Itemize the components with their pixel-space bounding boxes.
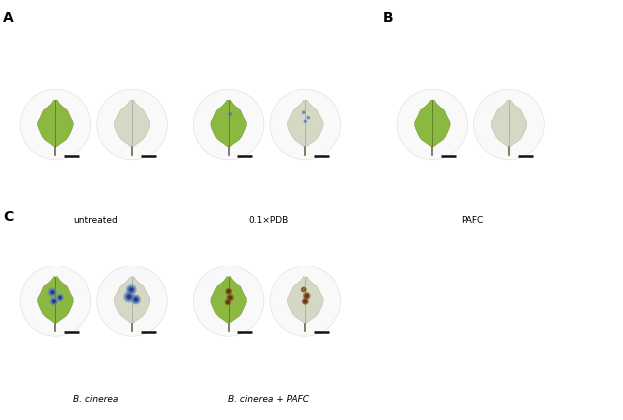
Ellipse shape <box>20 265 91 336</box>
Circle shape <box>303 293 310 299</box>
Text: B. cinerea: B. cinerea <box>72 395 118 404</box>
Ellipse shape <box>193 265 264 336</box>
Circle shape <box>229 296 232 299</box>
Circle shape <box>50 290 55 295</box>
Polygon shape <box>287 100 323 147</box>
Polygon shape <box>37 100 74 147</box>
Circle shape <box>304 300 307 303</box>
Polygon shape <box>211 276 247 323</box>
Text: B: B <box>383 10 394 24</box>
Circle shape <box>128 295 131 298</box>
Circle shape <box>58 296 62 300</box>
Circle shape <box>53 300 55 302</box>
Circle shape <box>302 287 306 292</box>
Ellipse shape <box>20 89 91 160</box>
Circle shape <box>130 288 133 291</box>
Polygon shape <box>114 100 150 147</box>
Circle shape <box>57 294 64 301</box>
Ellipse shape <box>270 265 341 336</box>
Circle shape <box>133 297 139 302</box>
Circle shape <box>227 290 230 293</box>
Circle shape <box>229 113 232 116</box>
Circle shape <box>126 285 136 294</box>
Circle shape <box>307 117 310 119</box>
Circle shape <box>226 289 231 294</box>
Polygon shape <box>287 276 323 323</box>
Circle shape <box>303 299 308 304</box>
Polygon shape <box>211 100 247 147</box>
Ellipse shape <box>97 89 168 160</box>
Ellipse shape <box>397 89 468 160</box>
Circle shape <box>52 299 56 304</box>
Text: PAFC: PAFC <box>461 216 483 225</box>
Circle shape <box>59 297 61 299</box>
Polygon shape <box>114 276 150 323</box>
Circle shape <box>227 301 229 303</box>
Circle shape <box>303 111 305 113</box>
Circle shape <box>126 294 132 300</box>
Circle shape <box>49 288 57 296</box>
Circle shape <box>124 291 134 302</box>
Polygon shape <box>37 276 74 323</box>
Circle shape <box>304 120 307 122</box>
Circle shape <box>128 286 135 293</box>
Ellipse shape <box>97 265 168 336</box>
Text: B. cinerea + PAFC: B. cinerea + PAFC <box>228 395 309 404</box>
Circle shape <box>135 298 137 301</box>
Text: C: C <box>3 210 13 224</box>
Circle shape <box>51 291 54 294</box>
Ellipse shape <box>193 89 264 160</box>
Circle shape <box>227 294 233 301</box>
Circle shape <box>305 294 308 297</box>
Text: A: A <box>3 10 14 24</box>
Ellipse shape <box>473 89 545 160</box>
Polygon shape <box>491 100 527 147</box>
Circle shape <box>131 295 140 304</box>
Text: 0.1×PDB: 0.1×PDB <box>249 216 288 225</box>
Text: untreated: untreated <box>73 216 118 225</box>
Ellipse shape <box>270 89 341 160</box>
Circle shape <box>50 298 57 305</box>
Polygon shape <box>414 100 450 147</box>
Circle shape <box>226 299 231 305</box>
